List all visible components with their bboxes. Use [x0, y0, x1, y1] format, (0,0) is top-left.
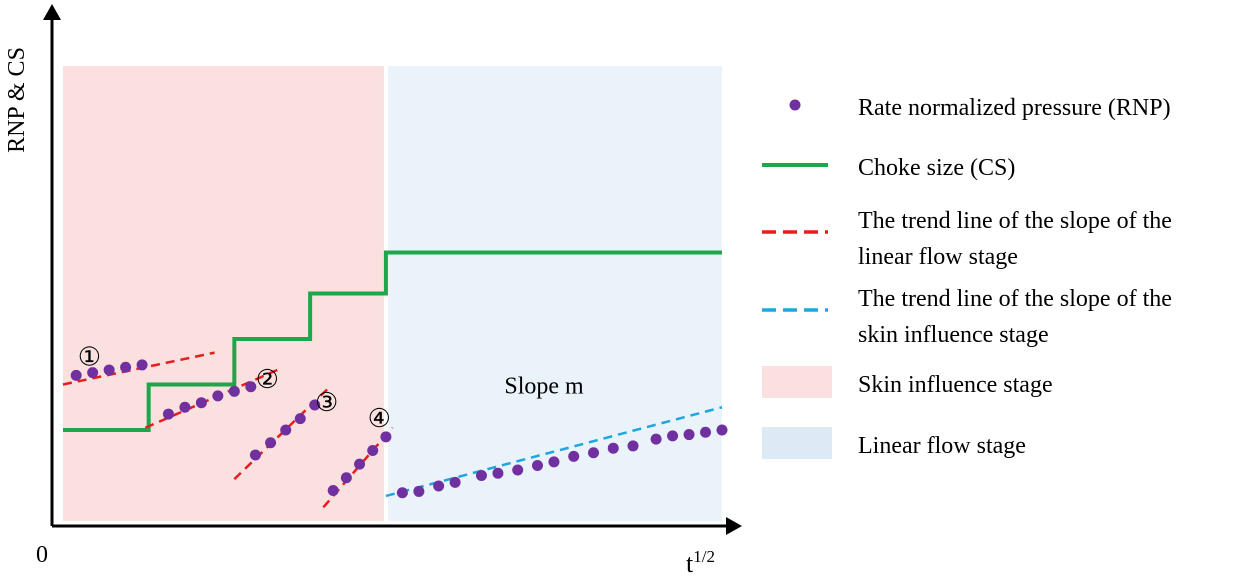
rnp-point-s2-2 — [179, 401, 191, 413]
rnp-point-s3-1 — [249, 449, 261, 461]
legend-skin-region-symbol — [762, 366, 832, 398]
origin-label: 0 — [36, 542, 48, 568]
marker-4: ④ — [368, 404, 391, 433]
rnp-point-s5-6 — [492, 467, 504, 479]
marker-3: ③ — [315, 388, 338, 417]
trend-line-linear-flow-2 — [144, 367, 281, 429]
rnp-point-s5-15 — [667, 430, 679, 442]
rnp-point-s5-14 — [650, 433, 662, 445]
rnp-point-s5-3 — [433, 480, 445, 492]
legend-label-skin_region-line1: Skin influence stage — [858, 372, 1053, 398]
slope-annotation: Slope m — [504, 374, 584, 400]
rnp-point-s3-2 — [265, 437, 277, 449]
x-axis-label: t1/2 — [686, 547, 715, 577]
rnp-point-s5-4 — [449, 476, 461, 488]
rnp-point-s1-2 — [87, 367, 99, 379]
rnp-point-s1-1 — [70, 369, 82, 381]
rnp-point-s4-2 — [340, 472, 352, 484]
choke-size-line — [63, 250, 722, 432]
legend-label-trend_red-line1: The trend line of the slope of the — [858, 208, 1172, 234]
legend-label-cs-line1: Choke size (CS) — [858, 155, 1015, 181]
rnp-point-s4-5 — [380, 431, 392, 443]
rnp-point-s4-3 — [354, 458, 366, 470]
rnp-point-s5-11 — [587, 447, 599, 459]
rnp-point-s2-4 — [212, 390, 224, 402]
rnp-point-s5-8 — [531, 459, 543, 471]
rnp-point-s2-5 — [228, 385, 240, 397]
trend-line-skin-influence-1 — [385, 406, 723, 498]
rnp-point-s4-1 — [327, 485, 339, 497]
rnp-point-s1-5 — [136, 359, 148, 371]
rnp-point-s1-4 — [120, 361, 132, 373]
rnp-point-s3-3 — [280, 424, 292, 436]
rnp-point-s5-16 — [683, 429, 695, 441]
rnp-point-s5-2 — [413, 485, 425, 497]
rnp-point-s2-6 — [245, 381, 257, 393]
legend-rnp-symbol — [789, 99, 801, 111]
marker-1: ① — [78, 342, 101, 371]
legend-label-trend_red-line2: linear flow stage — [858, 244, 1018, 270]
legend-linear-region-symbol — [762, 427, 832, 459]
rnp-point-s4-4 — [367, 444, 379, 456]
rnp-point-s1-3 — [103, 364, 115, 376]
rnp-point-s5-7 — [512, 464, 524, 476]
legend-label-trend_blue-line1: The trend line of the slope of the — [858, 286, 1172, 312]
rnp-point-s5-12 — [607, 442, 619, 454]
rnp-point-s3-4 — [294, 413, 306, 425]
rnp-point-s5-17 — [700, 426, 712, 438]
rnp-point-s3-5 — [309, 399, 321, 411]
y-axis-arrow — [43, 4, 61, 20]
rnp-point-s2-1 — [162, 408, 174, 420]
rnp-point-s5-1 — [396, 487, 408, 499]
linear-flow-region — [387, 66, 722, 521]
x-axis-label-exponent: 1/2 — [693, 547, 715, 566]
legend-label-linear_region-line1: Linear flow stage — [858, 433, 1026, 459]
legend-label-rnp-line1: Rate normalized pressure (RNP) — [858, 95, 1171, 121]
rnp-point-s5-13 — [627, 440, 639, 452]
rnp-point-s2-3 — [195, 397, 207, 409]
legend-label-trend_blue-line2: skin influence stage — [858, 322, 1049, 348]
marker-2: ② — [256, 365, 279, 394]
rnp-point-s5-10 — [568, 450, 580, 462]
y-axis-label: RNP & CS — [4, 47, 30, 153]
rnp-point-s5-9 — [548, 456, 560, 468]
x-axis-arrow — [726, 517, 742, 535]
rnp-point-s5-5 — [475, 470, 487, 481]
rnp-point-s5-18 — [716, 424, 728, 436]
x-axis-label-base: t — [686, 549, 694, 577]
